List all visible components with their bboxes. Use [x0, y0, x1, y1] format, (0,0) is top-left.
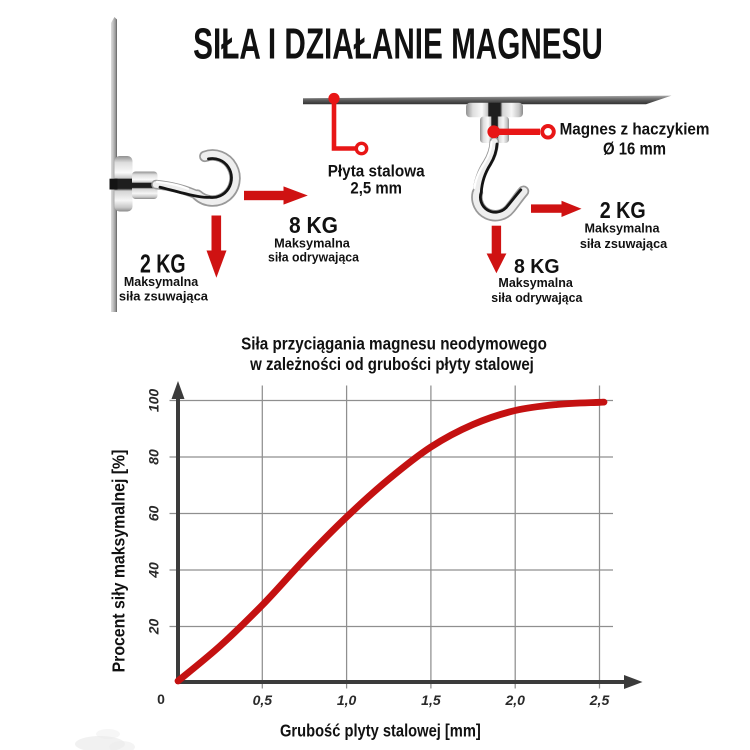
svg-text:20: 20 — [146, 619, 162, 636]
svg-text:Magnes z haczykiem: Magnes z haczykiem — [560, 121, 710, 139]
svg-text:Płyta stalowa: Płyta stalowa — [328, 163, 425, 181]
svg-text:Siła przyciągania magnesu neod: Siła przyciągania magnesu neodymowego — [241, 335, 547, 354]
svg-text:60: 60 — [146, 506, 162, 522]
svg-text:SIŁA I DZIAŁANIE MAGNESU: SIŁA I DZIAŁANIE MAGNESU — [193, 19, 603, 68]
svg-text:w zależności od grubości płyty: w zależności od grubości płyty stalowej — [249, 355, 534, 374]
svg-text:Maksymalna: Maksymalna — [124, 275, 199, 289]
svg-text:Grubość plyty stalowej [mm]: Grubość plyty stalowej [mm] — [280, 721, 481, 741]
svg-text:Maksymalna: Maksymalna — [498, 276, 573, 290]
svg-text:40: 40 — [146, 562, 162, 579]
svg-text:siła odrywająca: siła odrywająca — [268, 250, 359, 264]
svg-text:8 KG: 8 KG — [289, 212, 338, 238]
svg-text:Ø 16 mm: Ø 16 mm — [603, 138, 666, 159]
svg-text:0,5: 0,5 — [253, 692, 273, 708]
svg-text:2,5 mm: 2,5 mm — [350, 180, 402, 198]
svg-text:2 KG: 2 KG — [140, 249, 186, 278]
svg-text:2,0: 2,0 — [504, 692, 525, 708]
svg-text:1,0: 1,0 — [337, 692, 357, 708]
svg-text:0: 0 — [157, 691, 165, 707]
svg-text:siła zsuwająca: siła zsuwająca — [119, 289, 209, 304]
svg-text:1,5: 1,5 — [421, 692, 441, 708]
svg-text:100: 100 — [146, 389, 162, 413]
svg-text:Maksymalna: Maksymalna — [585, 221, 661, 235]
svg-text:siła zsuwająca: siła zsuwająca — [580, 237, 668, 251]
svg-text:80: 80 — [146, 449, 162, 465]
svg-text:siła odrywająca: siła odrywająca — [491, 291, 582, 305]
svg-text:2,5: 2,5 — [589, 692, 610, 708]
svg-text:8 KG: 8 KG — [514, 256, 560, 278]
svg-text:Procent siły maksymalnej [%]: Procent siły maksymalnej [%] — [109, 450, 129, 673]
svg-text:Maksymalna: Maksymalna — [274, 237, 351, 251]
svg-text:2 KG: 2 KG — [600, 198, 646, 224]
